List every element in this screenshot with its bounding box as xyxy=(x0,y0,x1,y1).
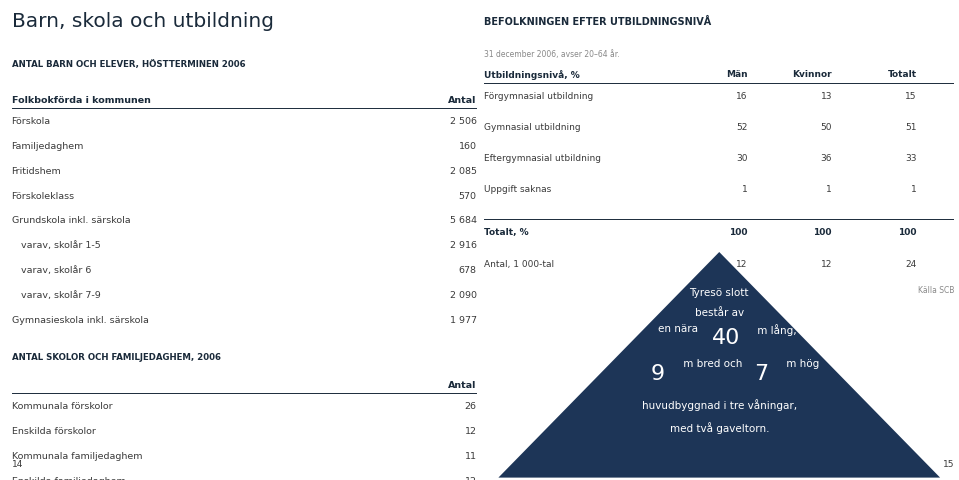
Text: 30: 30 xyxy=(736,154,747,163)
Text: Förskoleklass: Förskoleklass xyxy=(12,192,75,201)
Text: 36: 36 xyxy=(821,154,832,163)
Text: 2 506: 2 506 xyxy=(450,117,477,126)
Text: 1: 1 xyxy=(827,185,832,194)
Text: 7: 7 xyxy=(755,364,768,384)
Text: m bred och: m bred och xyxy=(680,359,746,369)
Text: 51: 51 xyxy=(905,123,917,132)
Text: 100: 100 xyxy=(899,228,917,238)
Text: Förgymnasial utbildning: Förgymnasial utbildning xyxy=(484,92,594,101)
Text: 2 916: 2 916 xyxy=(450,241,477,251)
Text: 570: 570 xyxy=(458,192,477,201)
Text: Utbildningsnivå, %: Utbildningsnivå, % xyxy=(484,70,580,80)
Text: BEFOLKNINGEN EFTER UTBILDNINGSNIVÅ: BEFOLKNINGEN EFTER UTBILDNINGSNIVÅ xyxy=(484,17,712,27)
Text: 52: 52 xyxy=(737,123,747,132)
Text: 14: 14 xyxy=(12,460,23,469)
Text: m lång,: m lång, xyxy=(755,324,797,336)
Text: Eftergymnasial utbildning: Eftergymnasial utbildning xyxy=(484,154,601,163)
Text: ANTAL SKOLOR OCH FAMILJEDAGHEM, 2006: ANTAL SKOLOR OCH FAMILJEDAGHEM, 2006 xyxy=(12,353,221,362)
Text: 9: 9 xyxy=(651,364,666,384)
Text: 26: 26 xyxy=(464,402,477,411)
Text: med två gaveltorn.: med två gaveltorn. xyxy=(669,422,769,434)
Text: Gymnasial utbildning: Gymnasial utbildning xyxy=(484,123,581,132)
Text: Antal: Antal xyxy=(448,381,477,390)
Text: Enskilda familjedaghem: Enskilda familjedaghem xyxy=(12,477,126,480)
Text: 678: 678 xyxy=(458,266,477,276)
Text: Folkbokförda i kommunen: Folkbokförda i kommunen xyxy=(12,96,151,105)
Text: Totalt, %: Totalt, % xyxy=(484,228,529,238)
Text: 40: 40 xyxy=(713,328,740,348)
Text: Barn, skola och utbildning: Barn, skola och utbildning xyxy=(12,12,273,31)
Text: 100: 100 xyxy=(813,228,832,238)
Text: Uppgift saknas: Uppgift saknas xyxy=(484,185,551,194)
Text: Män: Män xyxy=(726,70,747,79)
Text: 11: 11 xyxy=(464,452,477,461)
Text: Gymnasieskola inkl. särskola: Gymnasieskola inkl. särskola xyxy=(12,316,149,325)
Text: Antal, 1 000-tal: Antal, 1 000-tal xyxy=(484,260,554,269)
Text: 31 december 2006, avser 20–64 år.: 31 december 2006, avser 20–64 år. xyxy=(484,50,620,60)
Text: Förskola: Förskola xyxy=(12,117,51,126)
Text: Tyresö slott: Tyresö slott xyxy=(690,288,749,298)
Text: 15: 15 xyxy=(943,460,954,469)
Text: Grundskola inkl. särskola: Grundskola inkl. särskola xyxy=(12,216,130,226)
Text: m hög: m hög xyxy=(783,359,819,369)
Text: 12: 12 xyxy=(464,477,477,480)
Text: 2 085: 2 085 xyxy=(450,167,477,176)
Text: 13: 13 xyxy=(821,92,832,101)
Text: 33: 33 xyxy=(905,154,917,163)
Text: varav, skolår 6: varav, skolår 6 xyxy=(12,266,91,276)
Text: 5 684: 5 684 xyxy=(450,216,477,226)
Text: 50: 50 xyxy=(821,123,832,132)
Text: en nära: en nära xyxy=(658,324,701,335)
Text: Antal: Antal xyxy=(448,96,477,105)
Text: 160: 160 xyxy=(458,142,477,151)
Text: består av: består av xyxy=(694,308,744,318)
Text: 12: 12 xyxy=(464,427,477,436)
Text: ANTAL BARN OCH ELEVER, HÖSTTERMINEN 2006: ANTAL BARN OCH ELEVER, HÖSTTERMINEN 2006 xyxy=(12,60,246,69)
Text: 12: 12 xyxy=(821,260,832,269)
Text: varav, skolår 7-9: varav, skolår 7-9 xyxy=(12,291,101,300)
Text: Familjedaghem: Familjedaghem xyxy=(12,142,83,151)
Text: 1: 1 xyxy=(741,185,747,194)
Text: 12: 12 xyxy=(737,260,747,269)
Text: Totalt: Totalt xyxy=(887,70,917,79)
Text: Kommunala familjedaghem: Kommunala familjedaghem xyxy=(12,452,142,461)
Text: Källa SCB: Källa SCB xyxy=(918,286,954,295)
Text: huvudbyggnad i tre våningar,: huvudbyggnad i tre våningar, xyxy=(642,399,797,411)
Text: 24: 24 xyxy=(905,260,917,269)
Polygon shape xyxy=(499,252,940,478)
Text: Kvinnor: Kvinnor xyxy=(792,70,832,79)
Text: Enskilda förskolor: Enskilda förskolor xyxy=(12,427,95,436)
Text: 16: 16 xyxy=(736,92,747,101)
Text: 15: 15 xyxy=(905,92,917,101)
Text: 1 977: 1 977 xyxy=(450,316,477,325)
Text: 1: 1 xyxy=(911,185,917,194)
Text: 2 090: 2 090 xyxy=(450,291,477,300)
Text: varav, skolår 1-5: varav, skolår 1-5 xyxy=(12,241,101,251)
Text: Fritidshem: Fritidshem xyxy=(12,167,61,176)
Text: Kommunala förskolor: Kommunala förskolor xyxy=(12,402,112,411)
Text: 100: 100 xyxy=(729,228,747,238)
